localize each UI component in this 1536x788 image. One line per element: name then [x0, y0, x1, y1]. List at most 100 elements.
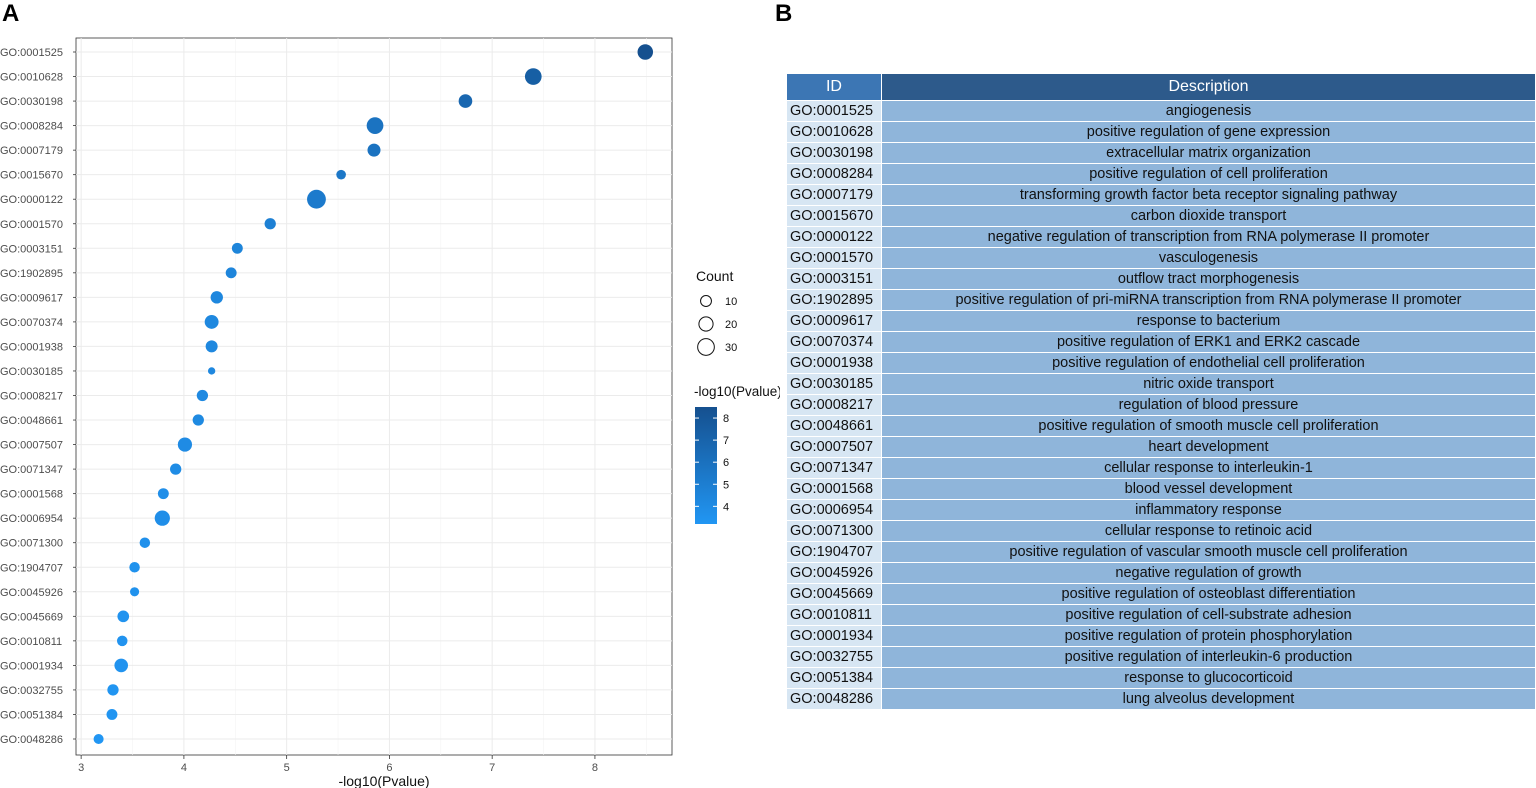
color-legend: -log10(Pvalue) 8 7 6 5 4 [694, 384, 780, 524]
table-cell-description: angiogenesis [880, 100, 1536, 122]
size-legend-label: 20 [725, 319, 737, 331]
y-tick-label: GO:0007507 [0, 440, 63, 452]
y-tick-label: GO:0030198 [0, 96, 63, 108]
y-tick-label: GO:0008284 [0, 121, 63, 133]
y-tick-label: GO:0006954 [0, 513, 63, 525]
table-cell-description: negative regulation of transcription fro… [880, 226, 1536, 248]
table-row: GO:0006954 inflammatory response [786, 499, 1536, 521]
table-cell-id: GO:0001568 [786, 478, 882, 500]
y-tick-label: GO:0015670 [0, 170, 63, 182]
y-tick-label: GO:0001525 [0, 47, 63, 59]
data-point [207, 367, 216, 375]
table-row: GO:0048286 lung alveolus development [786, 688, 1536, 710]
table-row: GO:1904707 positive regulation of vascula… [786, 541, 1536, 563]
table-cell-description: vasculogenesis [880, 247, 1536, 269]
color-bar [695, 407, 717, 524]
table-row: GO:0071347 cellular response to interleuk… [786, 457, 1536, 479]
table-cell-description: cellular response to interleukin-1 [880, 457, 1536, 479]
data-point [205, 340, 218, 353]
color-legend-label: 5 [723, 479, 729, 491]
table-cell-description: lung alveolus development [880, 688, 1536, 710]
table-row: GO:0045669 positive regulation of osteobl… [786, 583, 1536, 605]
table-cell-id: GO:1902895 [786, 289, 882, 311]
y-tick-label: GO:0071300 [0, 538, 63, 550]
table-cell-description: positive regulation of interleukin-6 pro… [880, 646, 1536, 668]
x-tick-label: 8 [592, 762, 598, 774]
table-row: GO:0030198 extracellular matrix organizat… [786, 142, 1536, 164]
table-row: GO:0070374 positive regulation of ERK1 an… [786, 331, 1536, 353]
table-row: GO:0015670 carbon dioxide transport [786, 205, 1536, 227]
table-cell-id: GO:0048286 [786, 688, 882, 710]
table-cell-id: GO:0001934 [786, 625, 882, 647]
color-legend-label: 8 [723, 413, 729, 425]
y-tick-label: GO:0009617 [0, 292, 63, 304]
table-row: GO:0071300 cellular response to retinoic … [786, 520, 1536, 542]
data-point [154, 510, 170, 526]
y-tick-label: GO:0045669 [0, 611, 63, 623]
table-cell-description: inflammatory response [880, 499, 1536, 521]
data-point [139, 537, 151, 548]
y-tick-label: GO:0003151 [0, 243, 63, 255]
data-point [114, 658, 129, 673]
data-point [524, 68, 542, 85]
table-cell-description: positive regulation of osteoblast differ… [880, 583, 1536, 605]
table-row: GO:0009617 response to bacterium [786, 310, 1536, 332]
table-row: GO:0001570 vasculogenesis [786, 247, 1536, 269]
grid-lines [76, 38, 672, 755]
table-cell-description: positive regulation of smooth muscle cel… [880, 415, 1536, 437]
y-tick-label: GO:0071347 [0, 464, 63, 476]
y-tick-label: GO:0010628 [0, 72, 63, 84]
table-row: GO:0048661 positive regulation of smooth … [786, 415, 1536, 437]
table-cell-description: positive regulation of protein phosphory… [880, 625, 1536, 647]
data-point [129, 562, 140, 573]
table-cell-description: negative regulation of growth [880, 562, 1536, 584]
table-cell-description: positive regulation of vascular smooth m… [880, 541, 1536, 563]
table-cell-id: GO:0032755 [786, 646, 882, 668]
table-cell-description: cellular response to retinoic acid [880, 520, 1536, 542]
data-point [177, 437, 193, 452]
y-tick-label: GO:0045926 [0, 587, 63, 599]
y-tick-label: GO:0001568 [0, 489, 63, 501]
color-legend-label: 7 [723, 435, 729, 447]
table-cell-id: GO:0007507 [786, 436, 882, 458]
x-tick-label: 3 [78, 762, 84, 774]
data-point [307, 189, 326, 209]
data-point [157, 488, 169, 500]
y-tick-label: GO:0007179 [0, 145, 63, 157]
size-legend-label: 10 [725, 296, 737, 308]
table-row: GO:0032755 positive regulation of interle… [786, 646, 1536, 668]
x-tick-label: 7 [489, 762, 495, 774]
table-row: GO:0001525 angiogenesis [786, 100, 1536, 122]
data-point [93, 733, 104, 745]
data-point [210, 291, 223, 304]
data-point [196, 389, 209, 402]
size-legend-circle [697, 338, 715, 356]
size-legend-circle [698, 316, 714, 332]
table-cell-id: GO:0070374 [786, 331, 882, 353]
x-tick-label: 6 [386, 762, 392, 774]
data-point [225, 267, 237, 279]
table-cell-description: positive regulation of ERK1 and ERK2 cas… [880, 331, 1536, 353]
table-row: GO:0007179 transforming growth factor bet… [786, 184, 1536, 206]
table-cell-description: positive regulation of pri-miRNA transcr… [880, 289, 1536, 311]
table-cell-id: GO:0008217 [786, 394, 882, 416]
table-cell-description: heart development [880, 436, 1536, 458]
y-axis: GO:0001525 GO:0010628 GO:0030198 GO:0008284… [0, 47, 76, 746]
table-cell-id: GO:0001938 [786, 352, 882, 374]
color-legend-label: 6 [723, 457, 729, 469]
table-cell-id: GO:0010811 [786, 604, 882, 626]
table-row: GO:0000122 negative regulation of transcr… [786, 226, 1536, 248]
data-point [106, 709, 118, 720]
table-row: GO:0010811 positive regulation of cell-su… [786, 604, 1536, 626]
table-cell-description: positive regulation of endothelial cell … [880, 352, 1536, 374]
y-tick-label: GO:0001934 [0, 660, 63, 672]
x-tick-label: 5 [284, 762, 290, 774]
table-cell-id: GO:0000122 [786, 226, 882, 248]
table-cell-description: positive regulation of cell-substrate ad… [880, 604, 1536, 626]
table-cell-description: carbon dioxide transport [880, 205, 1536, 227]
color-legend-label: 4 [723, 501, 729, 513]
table-cell-id: GO:0071300 [786, 520, 882, 542]
y-tick-label: GO:0030185 [0, 366, 63, 378]
y-tick-label: GO:0070374 [0, 317, 63, 329]
size-legend-title: Count [696, 268, 733, 284]
